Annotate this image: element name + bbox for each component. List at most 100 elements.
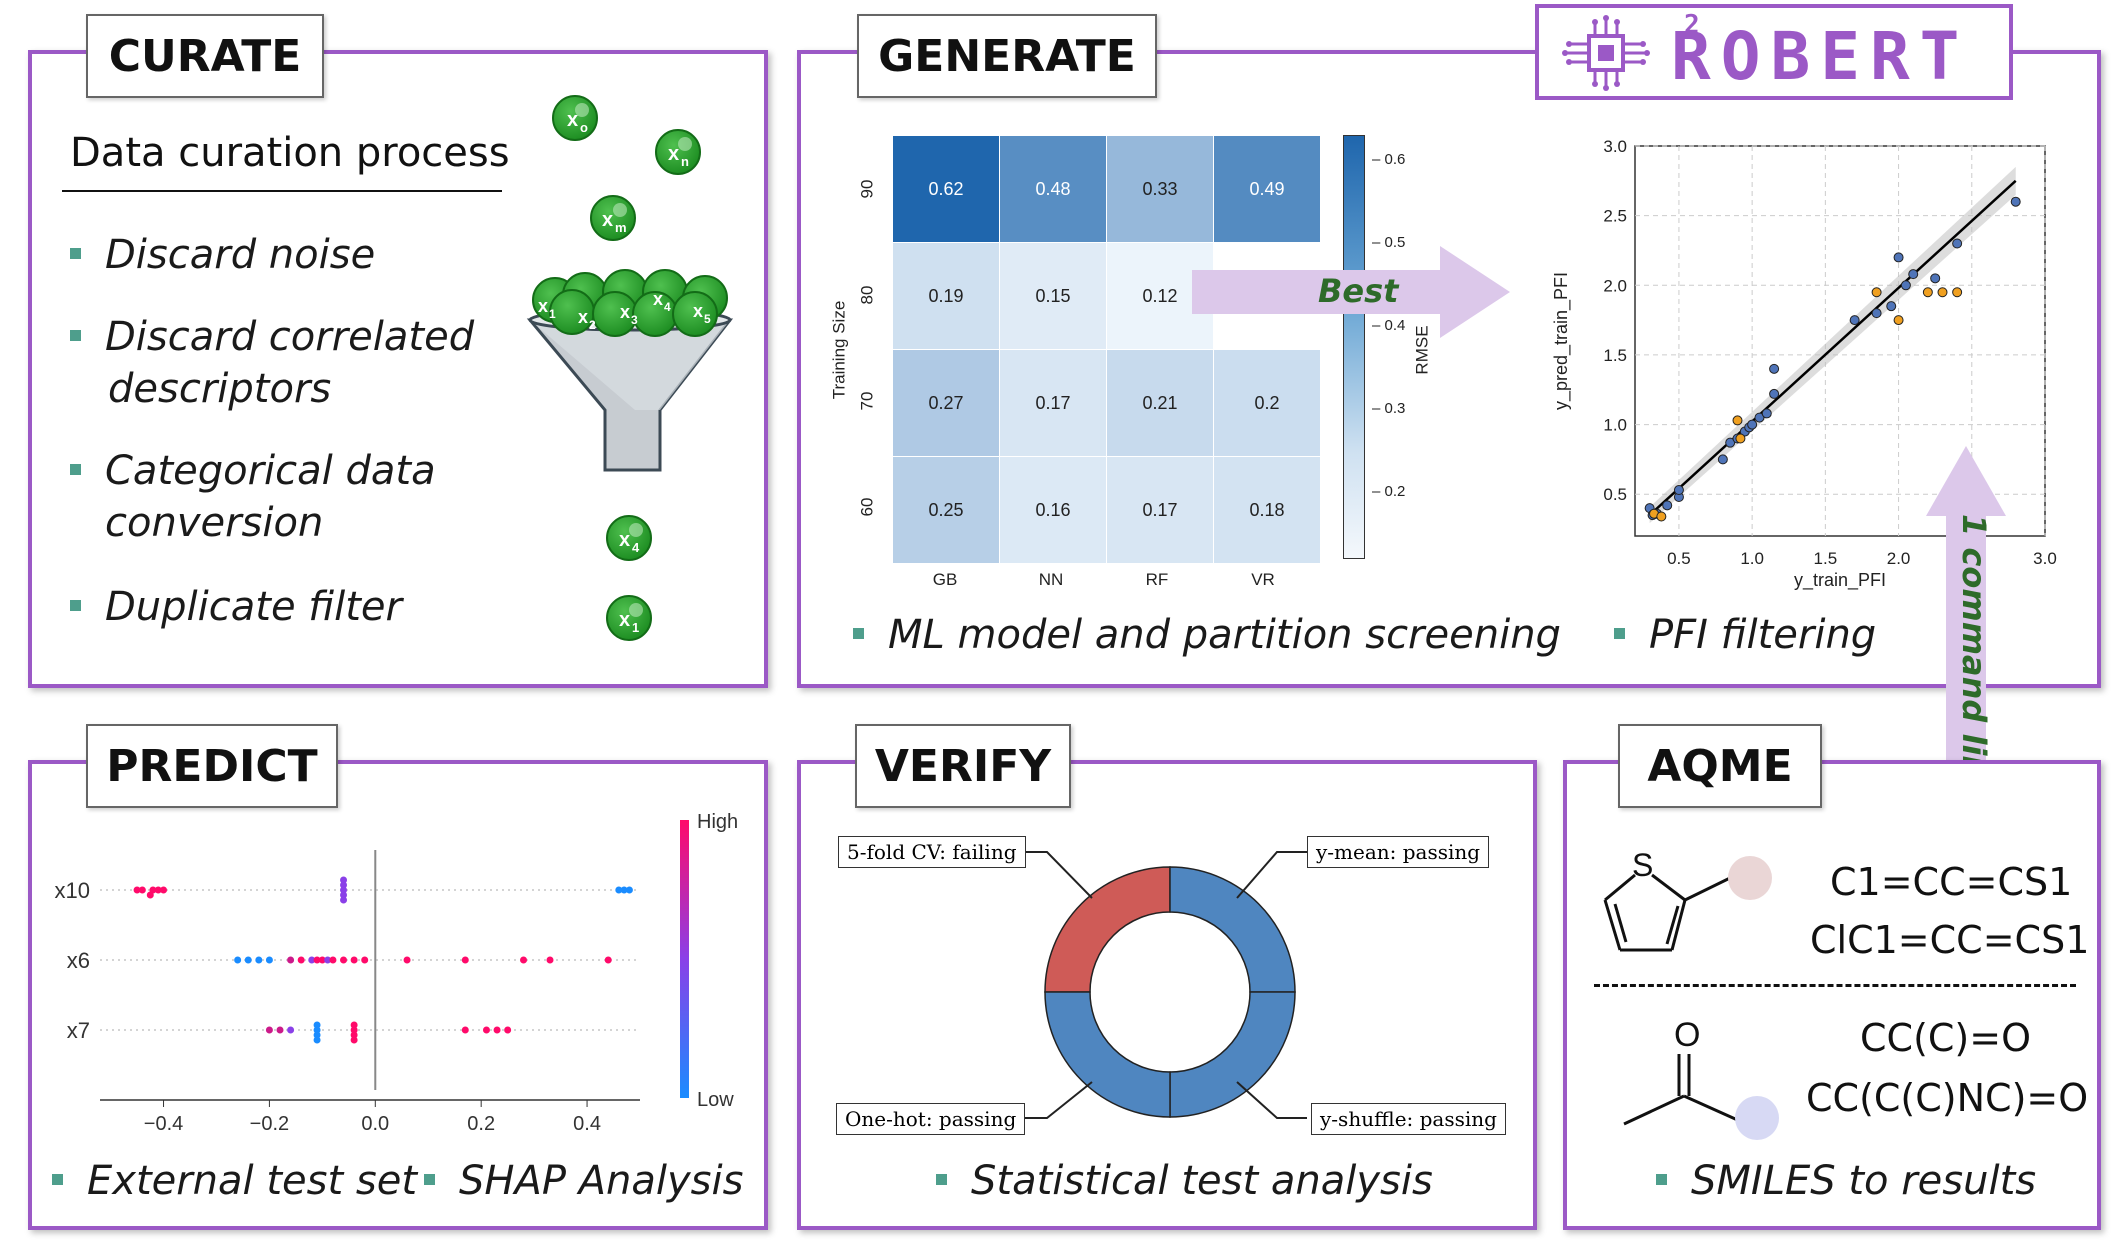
shap-point [313, 1021, 321, 1029]
shap-point [255, 956, 263, 964]
smiles-4: CC(C(C)NC)=O [1806, 1076, 2089, 1120]
bullet-ml-screening: ML model and partition screening [853, 612, 1561, 658]
scatter-point [1849, 315, 1860, 326]
heatmap-row-label: 90 [857, 179, 877, 199]
heatmap-cell: 0.33 [1106, 135, 1214, 243]
svg-text:5: 5 [704, 312, 711, 326]
ball-x4: x 4 [606, 515, 652, 561]
label-ymean-passing: y-mean: passing [1307, 836, 1490, 868]
heatmap-row-label: 80 [857, 285, 877, 305]
verify-tag: VERIFY [855, 724, 1071, 808]
svg-text:m: m [615, 220, 627, 235]
shap-point [403, 956, 411, 964]
bullet-duplicate-filter: Duplicate filter [70, 584, 402, 630]
scatter-point [1747, 419, 1758, 430]
robert-superscript: 2 [1684, 10, 1700, 40]
scatter-point [1937, 287, 1948, 298]
curate-heading: Data curation process [70, 130, 510, 176]
shap-point [482, 1026, 490, 1034]
shap-point [350, 1036, 358, 1044]
heatmap-col-label: GB [932, 570, 958, 589]
slice-cv-failing [1044, 866, 1171, 993]
shap-point [329, 956, 337, 964]
svg-text:x: x [538, 296, 548, 316]
verify-donut [1044, 866, 1296, 1118]
shap-point [138, 886, 146, 894]
colorbar-tick: – 0.5 [1372, 234, 1406, 252]
shap-point [504, 1026, 512, 1034]
aqme-divider [1594, 984, 2076, 987]
bullet-square [52, 1173, 63, 1185]
scatter-point [1725, 437, 1736, 448]
scatter-point [1735, 433, 1746, 444]
svg-text:x: x [578, 307, 588, 327]
scatter-point [1769, 363, 1780, 374]
svg-text:x: x [668, 143, 679, 165]
scatter-point [2010, 196, 2021, 207]
heatmap-cell: 0.17 [999, 349, 1107, 457]
y-tick-label: 3.0 [1603, 137, 1627, 156]
label-cv-failing: 5-fold CV: failing [838, 836, 1026, 868]
scatter-point [1952, 238, 1963, 249]
shap-point [350, 1021, 358, 1029]
heatmap-ylabel: Training Size [829, 300, 849, 400]
curate-heading-rule [62, 190, 502, 192]
robert-logo: 2 ROBERT [1535, 4, 2013, 100]
heatmap-cell: 0.27 [892, 349, 1000, 457]
svg-text:4: 4 [664, 300, 671, 314]
svg-text:x: x [619, 529, 630, 551]
svg-text:x: x [567, 109, 578, 131]
shap-feature-label: x10 [55, 878, 90, 903]
svg-text:1: 1 [549, 307, 556, 321]
bullet-square [70, 247, 81, 259]
ball-xn: x n [655, 129, 701, 175]
heatmap-row-label: 60 [857, 497, 877, 517]
svg-text:1: 1 [632, 620, 639, 635]
heatmap-cell: 0.2 [1213, 349, 1321, 457]
scatter-point [1662, 500, 1673, 511]
colorbar-tick: – 0.6 [1372, 150, 1406, 168]
colorbar-tick: – 0.4 [1372, 317, 1406, 335]
shap-colorbar [680, 820, 689, 1098]
shap-point [276, 1026, 284, 1034]
best-label: Best [1318, 272, 1399, 310]
svg-text:O: O [1674, 1016, 1700, 1054]
scatter-point [1952, 287, 1963, 298]
svg-text:3: 3 [631, 313, 638, 327]
x-tick-label: 1.5 [1814, 549, 1838, 568]
shap-point [133, 886, 141, 894]
svg-text:2: 2 [589, 318, 596, 332]
acetone-structure: O [1623, 1016, 1779, 1140]
bullet-square [853, 627, 864, 639]
heatmap-cell: 0.48 [999, 135, 1107, 243]
shap-feature-label: x6 [67, 948, 90, 973]
shap-point [244, 956, 252, 964]
shap-plot: x10 x6 x7 −0.4 −0.2 0.0 0.2 0.4 High Low [55, 811, 739, 1135]
heatmap-cell: 0.62 [892, 135, 1000, 243]
svg-text:x: x [602, 209, 613, 231]
shap-point [146, 891, 154, 899]
shap-point [604, 956, 612, 964]
heatmap-cell: 0.21 [1106, 349, 1214, 457]
scatter-point [1754, 412, 1765, 423]
y-tick-label: 2.0 [1603, 276, 1627, 295]
heatmap-cell: 0.19 [892, 242, 1000, 350]
shap-point [154, 886, 162, 894]
fit-line [1648, 179, 2017, 517]
heatmap-col-label: RF [1145, 570, 1169, 589]
shap-x-tick-label: 0.4 [573, 1113, 601, 1135]
shap-x-tick-label: −0.4 [144, 1113, 183, 1135]
shap-x-tick-label: −0.2 [250, 1113, 289, 1135]
shap-point [308, 956, 316, 964]
ball-xo: x o [552, 95, 598, 141]
bullet-smiles-results: SMILES to results [1656, 1158, 2036, 1204]
bullet-shap: SHAP Analysis [424, 1158, 743, 1204]
scatter-ylabel: y_pred_train_PFI [1551, 272, 1572, 410]
robert-wordmark: ROBERT [1671, 18, 1970, 95]
slice-ymean-passing [1169, 866, 1296, 993]
shap-point [340, 956, 348, 964]
shap-point [625, 886, 633, 894]
best-arrow [1192, 246, 1510, 338]
svg-text:4: 4 [632, 540, 640, 555]
svg-text:x: x [619, 609, 630, 631]
